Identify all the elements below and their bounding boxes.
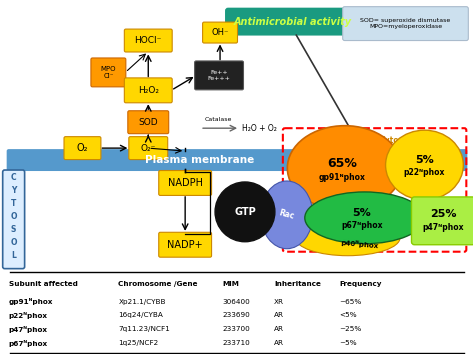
Ellipse shape [385,130,463,200]
Text: MIM: MIM [222,280,239,286]
Text: O: O [10,238,17,247]
FancyBboxPatch shape [124,78,172,103]
Text: Subunit affected: Subunit affected [9,280,78,286]
Text: H₂O + O₂: H₂O + O₂ [242,124,277,133]
Text: GTP: GTP [234,207,256,217]
Ellipse shape [305,192,424,244]
FancyBboxPatch shape [129,137,168,159]
Text: gp91ᴺphox: gp91ᴺphox [318,173,365,181]
Text: ~25%: ~25% [340,326,362,332]
Text: MPO
Cl⁻: MPO Cl⁻ [100,66,116,79]
Text: 5%: 5% [415,155,434,165]
Text: O: O [10,212,17,222]
Text: p47ᴺphox: p47ᴺphox [9,326,48,333]
Text: NADPH: NADPH [168,178,203,188]
FancyBboxPatch shape [64,137,101,159]
Text: NADP+: NADP+ [167,240,203,250]
FancyBboxPatch shape [195,61,244,90]
Text: O₂: O₂ [77,143,88,153]
Text: SOD= superoxide dismutase
MPO=myeloperoxidase: SOD= superoxide dismutase MPO=myeloperox… [360,18,451,29]
Text: ~5%: ~5% [340,340,357,346]
Text: Inheritance: Inheritance [274,280,321,286]
FancyBboxPatch shape [124,29,172,52]
Text: AR: AR [274,312,284,318]
Text: AR: AR [274,326,284,332]
Text: 25%: 25% [430,209,456,219]
FancyBboxPatch shape [202,22,237,43]
Text: Xp21.1/CYBB: Xp21.1/CYBB [118,299,166,305]
FancyBboxPatch shape [225,8,361,36]
Text: Fe++
Fe+++: Fe++ Fe+++ [208,70,230,81]
FancyBboxPatch shape [3,170,25,269]
FancyBboxPatch shape [159,232,211,257]
Text: H₂O₂: H₂O₂ [138,86,159,95]
Text: Chromosome /Gene: Chromosome /Gene [118,280,198,286]
FancyBboxPatch shape [159,170,211,196]
FancyBboxPatch shape [343,7,468,40]
Text: SOD: SOD [138,118,158,127]
Text: 233690: 233690 [222,312,250,318]
Text: 1q25/NCF2: 1q25/NCF2 [118,340,159,346]
Text: 65%: 65% [327,157,356,170]
FancyBboxPatch shape [91,58,126,87]
Text: 5%: 5% [352,208,371,218]
Text: p22ᴺphox: p22ᴺphox [404,168,445,176]
Text: C: C [11,174,17,182]
Text: T: T [11,200,16,208]
Text: S: S [11,225,16,234]
Text: O₂⁻: O₂⁻ [141,144,156,153]
FancyBboxPatch shape [411,197,474,245]
Text: 233700: 233700 [222,326,250,332]
Text: <5%: <5% [340,312,357,318]
Text: gp91ᴺphox: gp91ᴺphox [9,298,53,305]
Text: Plasma membrane: Plasma membrane [146,155,255,165]
Ellipse shape [287,126,402,211]
Ellipse shape [295,220,400,256]
Text: Rac: Rac [278,208,296,221]
Text: 16q24/CYBA: 16q24/CYBA [118,312,163,318]
Text: OH⁻: OH⁻ [211,28,229,37]
Ellipse shape [261,181,313,249]
Text: Catalase: Catalase [204,117,232,122]
Text: Frequency: Frequency [340,280,382,286]
FancyBboxPatch shape [128,111,169,134]
Text: HOCl⁻: HOCl⁻ [135,36,162,45]
Text: L: L [11,251,16,260]
Text: 7q11.23/NCF1: 7q11.23/NCF1 [118,326,170,332]
FancyBboxPatch shape [7,149,467,171]
Text: AR: AR [274,340,284,346]
Text: Antimicrobial activity: Antimicrobial activity [234,17,352,27]
Text: Cytochrome-b₅₅₈: Cytochrome-b₅₅₈ [379,136,450,144]
Text: p67ᴺphox: p67ᴺphox [9,340,48,347]
Text: p47ᴺphox: p47ᴺphox [423,223,464,232]
Text: XR: XR [274,299,284,305]
Text: p22ᴺphox: p22ᴺphox [9,312,48,319]
Text: 306400: 306400 [222,299,250,305]
Circle shape [215,182,275,242]
Text: ~65%: ~65% [340,299,362,305]
Text: Y: Y [11,186,16,196]
Text: 233710: 233710 [222,340,250,346]
Text: p40ᴺphox: p40ᴺphox [340,239,379,249]
Text: p67ᴺphox: p67ᴺphox [341,221,383,230]
